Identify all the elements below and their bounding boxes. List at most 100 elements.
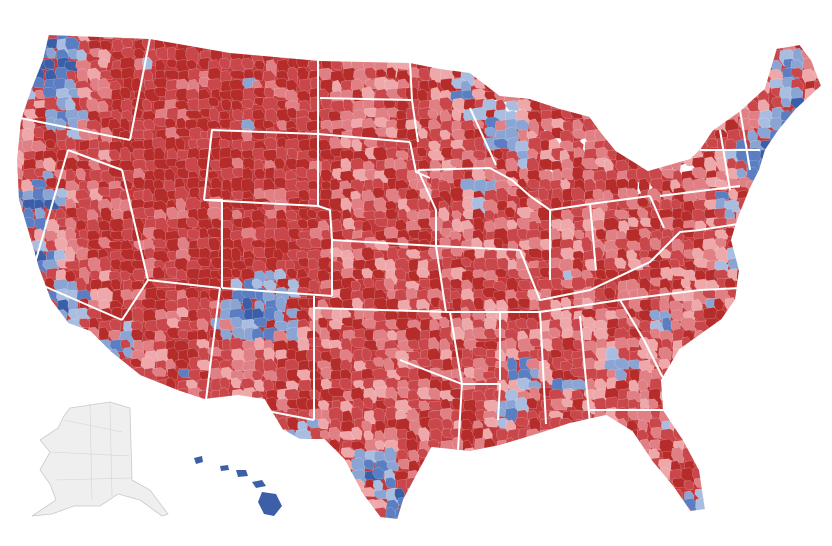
county [758, 386, 772, 403]
county [582, 508, 597, 520]
county [813, 288, 822, 304]
county [372, 34, 390, 47]
county [220, 437, 234, 452]
county [266, 450, 280, 460]
county [133, 507, 145, 520]
county [584, 50, 600, 65]
county [704, 38, 716, 57]
county [197, 426, 210, 439]
county [539, 489, 556, 507]
county [504, 67, 523, 79]
county [581, 450, 593, 465]
county [16, 247, 25, 266]
county [418, 37, 433, 56]
county [176, 519, 192, 520]
county [573, 478, 584, 488]
county [746, 419, 764, 436]
county [484, 90, 499, 101]
county [747, 338, 762, 354]
county [759, 248, 771, 266]
county [702, 350, 721, 364]
county [759, 237, 774, 249]
county [770, 389, 783, 408]
county [251, 518, 269, 520]
county [89, 350, 107, 363]
county [692, 369, 711, 384]
county [692, 68, 709, 79]
county [100, 359, 116, 377]
county [342, 476, 355, 491]
county [242, 34, 255, 41]
county [703, 337, 718, 355]
county [231, 38, 248, 54]
county [814, 98, 822, 111]
county [207, 457, 220, 473]
county [814, 129, 822, 142]
county [274, 157, 285, 170]
county [428, 34, 440, 40]
county [803, 448, 820, 467]
county [383, 39, 400, 50]
county [241, 410, 258, 423]
county [22, 430, 35, 443]
county [803, 257, 819, 269]
county [78, 318, 91, 328]
county [76, 340, 89, 351]
county [438, 477, 450, 490]
county [759, 170, 777, 184]
county [758, 176, 774, 193]
county [374, 517, 388, 520]
county [683, 427, 701, 445]
county [650, 47, 668, 61]
county [306, 510, 320, 520]
county [199, 509, 214, 520]
county [177, 227, 189, 239]
county [506, 46, 520, 64]
county [176, 307, 189, 318]
county [506, 517, 524, 520]
county [507, 488, 521, 503]
county [417, 499, 434, 516]
county [16, 479, 21, 493]
county [735, 88, 754, 98]
county [748, 348, 761, 365]
county [804, 349, 822, 365]
county [219, 409, 232, 427]
county [561, 446, 574, 465]
county [683, 37, 696, 48]
county [429, 37, 442, 49]
county [770, 487, 786, 498]
county [616, 98, 627, 114]
county [494, 34, 509, 42]
county [495, 187, 509, 203]
county [747, 228, 761, 240]
county [220, 418, 233, 428]
county [473, 497, 491, 515]
county [790, 438, 806, 455]
county [561, 518, 573, 520]
county [275, 447, 289, 464]
county [241, 149, 257, 160]
county [528, 489, 540, 504]
county [407, 34, 420, 42]
county [714, 496, 726, 511]
county [746, 438, 761, 456]
county [163, 426, 179, 442]
county [197, 257, 211, 267]
county [16, 470, 28, 484]
county [430, 468, 443, 483]
county [661, 506, 676, 519]
county [328, 37, 339, 55]
county [111, 510, 130, 520]
county [628, 126, 639, 141]
county [32, 417, 47, 429]
county [804, 330, 819, 344]
county [694, 34, 706, 45]
county [78, 359, 91, 373]
county [650, 508, 667, 519]
county [526, 148, 539, 160]
county [109, 68, 124, 80]
county [87, 518, 102, 520]
county [20, 489, 37, 502]
county [143, 390, 156, 402]
